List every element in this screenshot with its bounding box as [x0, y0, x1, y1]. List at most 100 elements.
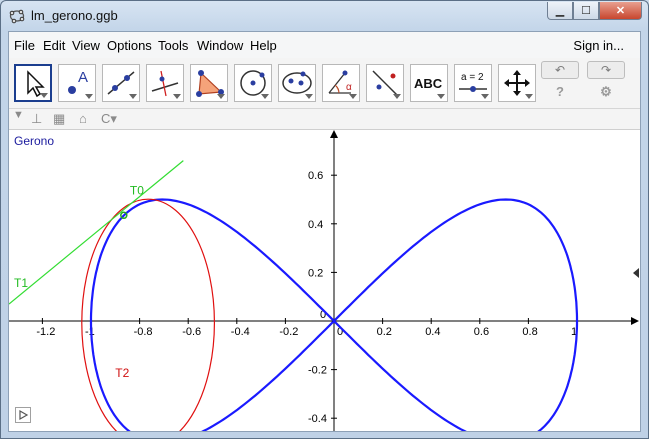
x-tick-label: 0.6 — [474, 326, 489, 338]
dropdown-triangle-icon — [525, 94, 533, 99]
tool-angle[interactable]: α — [322, 64, 360, 102]
redo-button[interactable]: ↷ — [587, 61, 625, 79]
menu-window[interactable]: Window — [197, 38, 244, 53]
redo-icon: ↷ — [600, 63, 612, 77]
tool-move[interactable] — [14, 64, 52, 102]
graphics-view[interactable]: Gerono -1.2 -1 -0.8 -0.6 -0.4 -0.2 0 0.2 0.4 0.6 0… — [9, 130, 640, 431]
menu-bar: File Edit View Options Tools Window Help… — [9, 32, 640, 59]
t0-label: T0 — [130, 184, 144, 198]
y-tick-label: -0.2 — [308, 365, 327, 377]
menu-edit[interactable]: Edit — [43, 38, 66, 53]
x-axis-arrow — [631, 317, 639, 325]
y-axis-arrow — [330, 130, 338, 138]
dropdown-triangle-icon — [261, 94, 269, 99]
x-tick-label: 0 — [337, 326, 343, 338]
osculating-ellipse — [81, 198, 216, 431]
circle-icon — [240, 70, 266, 96]
polygon-icon — [196, 70, 224, 97]
play-icon — [19, 409, 29, 421]
y-tick-label: 0.2 — [308, 267, 323, 279]
settings-button[interactable]: ⚙ — [596, 84, 616, 102]
x-tick-label: 1 — [571, 326, 577, 338]
minimize-icon: ▁ — [555, 5, 565, 17]
menu-tools[interactable]: Tools — [158, 38, 189, 53]
window-title: lm_gerono.ggb — [31, 8, 118, 23]
view-title: Gerono — [14, 134, 55, 148]
ellipse-icon — [282, 71, 312, 94]
tool-reflect[interactable] — [366, 64, 404, 102]
toggle-stylebar-icon[interactable]: ▼ — [13, 109, 24, 121]
y-tick-label: 0.4 — [308, 219, 323, 231]
tool-point[interactable]: A — [58, 64, 96, 102]
gear-icon: ⚙ — [600, 84, 612, 99]
menu-file[interactable]: File — [14, 38, 35, 53]
point-icon: A — [68, 69, 88, 94]
minimize-button[interactable]: ▁ — [547, 2, 573, 20]
undo-button[interactable]: ↶ — [541, 61, 579, 79]
x-tick-label: 0.8 — [522, 326, 537, 338]
x-tick-label: -0.8 — [134, 326, 153, 338]
tool-slider[interactable]: a = 2 — [454, 64, 492, 102]
menu-help[interactable]: Help — [250, 38, 277, 53]
expand-panel-arrow-icon[interactable] — [633, 268, 639, 278]
text-icon: ABC — [414, 76, 443, 91]
dropdown-triangle-icon — [481, 94, 489, 99]
dropdown-triangle-icon — [217, 94, 225, 99]
gerono-curve — [89, 198, 579, 431]
maximize-button[interactable]: ☐ — [573, 2, 599, 20]
tool-line[interactable] — [102, 64, 140, 102]
x-tick-label: -0.2 — [279, 326, 298, 338]
y-tick-label: -0.4 — [308, 413, 327, 425]
x-tick-label: -0.6 — [182, 326, 201, 338]
perpendicular-line-icon — [151, 70, 179, 97]
angle-icon: α — [328, 70, 352, 94]
x-tick-label: -1.2 — [36, 326, 55, 338]
t1-label: T1 — [14, 276, 28, 290]
t2-label: T2 — [115, 366, 129, 380]
x-tick-label: 0.2 — [377, 326, 392, 338]
tool-perpendicular[interactable] — [146, 64, 184, 102]
dropdown-triangle-icon — [85, 94, 93, 99]
tool-polygon[interactable] — [190, 64, 228, 102]
tool-move-view[interactable] — [498, 64, 536, 102]
angle-tool-letter: α — [346, 82, 352, 93]
move-arrow-icon — [27, 70, 45, 98]
menu-options[interactable]: Options — [107, 38, 152, 53]
help-button[interactable]: ? — [550, 84, 570, 102]
move-view-icon — [504, 70, 530, 96]
close-button[interactable]: ✕ — [599, 2, 642, 20]
point-capturing-icon[interactable]: C▾ — [101, 111, 117, 126]
animation-play-button[interactable] — [15, 407, 31, 423]
title-bar: lm_gerono.ggb ▁ ☐ ✕ — [1, 1, 648, 31]
dropdown-triangle-icon — [40, 93, 48, 98]
sign-in-link[interactable]: Sign in... — [573, 38, 624, 53]
close-icon: ✕ — [615, 5, 626, 17]
x-tick-label: -1 — [85, 326, 95, 338]
x-tick-label: -0.4 — [231, 326, 250, 338]
reflect-icon — [372, 70, 398, 96]
axes-toggle-icon[interactable]: ⊥ — [31, 111, 43, 126]
dropdown-triangle-icon — [305, 94, 313, 99]
tangent-point — [120, 211, 128, 220]
slider-icon: a = 2 — [459, 72, 487, 92]
undo-icon: ↶ — [554, 63, 566, 77]
home-icon[interactable]: ⌂ — [79, 111, 87, 126]
geogebra-app-icon — [9, 9, 25, 24]
maximize-icon: ☐ — [581, 5, 591, 17]
dropdown-triangle-icon — [393, 94, 401, 99]
dropdown-triangle-icon — [173, 94, 181, 99]
tool-ellipse[interactable] — [278, 64, 316, 102]
menu-view[interactable]: View — [72, 38, 100, 53]
tangent-line — [9, 160, 184, 305]
text-tool-label: ABC — [414, 76, 443, 91]
line-icon — [107, 71, 135, 95]
graphics-canvas[interactable]: -1.2 -1 -0.8 -0.6 -0.4 -0.2 0 0.2 0.4 0.6 0.8 1 0.6 0… — [9, 130, 640, 431]
tool-circle[interactable] — [234, 64, 272, 102]
style-bar: ▼ ⊥ ▦ ⌂ C▾ — [9, 109, 640, 130]
grid-toggle-icon[interactable]: ▦ — [53, 111, 66, 126]
app-content: File Edit View Options Tools Window Help… — [8, 31, 641, 432]
tool-text[interactable]: ABC — [410, 64, 448, 102]
dropdown-triangle-icon — [437, 94, 445, 99]
help-icon: ? — [556, 84, 564, 99]
dropdown-triangle-icon — [129, 94, 137, 99]
